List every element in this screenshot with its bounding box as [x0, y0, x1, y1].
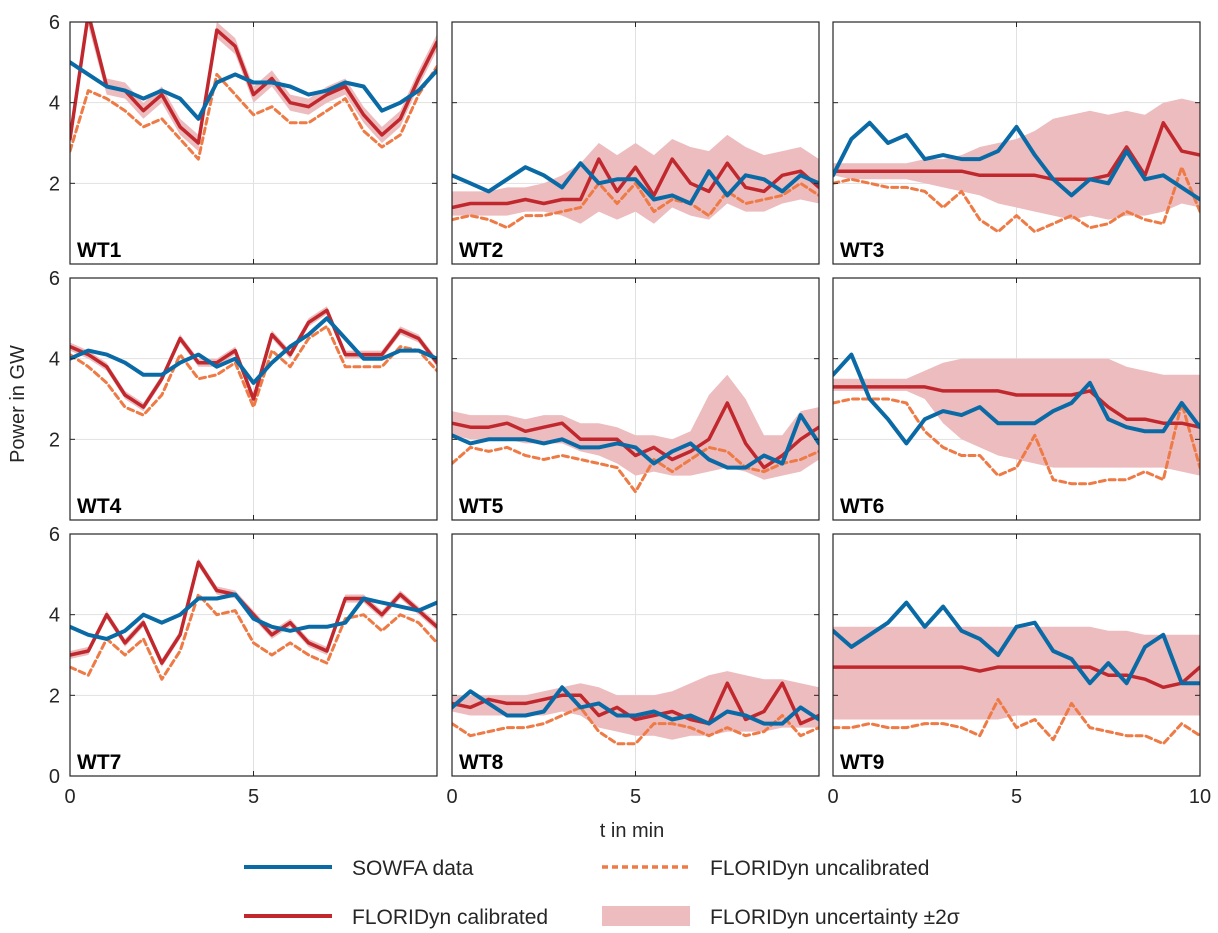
panel-label: WT3	[840, 239, 884, 262]
plot-area	[833, 600, 1200, 746]
panel-wt4: 2 4 6 WT4	[49, 268, 438, 521]
legend-label-band: FLORIDyn uncertainty ±2σ	[710, 906, 960, 929]
x-tick-label: 0	[446, 786, 457, 808]
plot-area	[833, 98, 1200, 234]
panel-wt7: 0 2 4 6 0 5 WT7	[49, 524, 438, 808]
y-tick-label: 0	[49, 766, 60, 788]
y-tick-label: 2	[49, 685, 60, 707]
panel-wt2: WT2	[451, 21, 820, 265]
uncalibrated-line	[70, 64, 437, 161]
panel-label: WT9	[840, 751, 884, 774]
calibrated-line	[70, 22, 437, 145]
plot-area	[452, 374, 819, 494]
y-tick-label: 6	[49, 12, 60, 34]
panel-wt6: WT6	[832, 277, 1201, 521]
uncalibrated-line	[452, 445, 819, 494]
plot-area	[452, 134, 819, 230]
y-tick-label: 2	[49, 173, 60, 195]
sowfa-line	[70, 316, 437, 385]
uncertainty-band	[833, 98, 1200, 220]
panel-wt8: 0 5 WT8	[446, 533, 820, 808]
sowfa-line	[833, 600, 1200, 686]
panel-label: WT5	[459, 495, 504, 518]
x-axis-title: t in min	[600, 820, 664, 842]
plot-area	[70, 558, 437, 681]
y-tick-label: 4	[49, 93, 60, 115]
uncertainty-band	[452, 374, 819, 480]
legend-label-sowfa: SOWFA data	[352, 857, 474, 880]
panel-wt9: 0 5 10 WT9	[827, 533, 1211, 808]
uncalibrated-line	[70, 593, 437, 681]
panel-wt3: WT3	[832, 21, 1201, 265]
legend: SOWFA data FLORIDyn uncalibrated FLORIDy…	[244, 857, 960, 929]
calibrated-line	[833, 665, 1200, 690]
panel-wt1: 2 4 6 WT1	[49, 12, 438, 265]
uncalibrated-line	[833, 697, 1200, 746]
sowfa-line	[70, 60, 437, 121]
plot-area	[833, 352, 1200, 486]
sowfa-line	[452, 685, 819, 726]
uncertainty-band	[70, 22, 437, 152]
x-tick-label: 10	[1189, 786, 1211, 808]
panel-label: WT1	[77, 239, 122, 262]
y-tick-label: 2	[49, 429, 60, 451]
x-tick-label: 5	[1011, 786, 1022, 808]
uncertainty-band	[452, 671, 819, 740]
uncalibrated-line	[452, 705, 819, 746]
calibrated-line	[70, 308, 437, 409]
sowfa-line	[833, 120, 1200, 202]
panel-wt5: WT5	[451, 277, 820, 521]
x-tick-label: 0	[64, 786, 75, 808]
y-tick-label: 6	[49, 524, 60, 546]
panel-label: WT2	[459, 239, 503, 262]
sowfa-line	[452, 161, 819, 206]
uncalibrated-line	[70, 324, 437, 417]
calibrated-line	[70, 560, 437, 665]
panel-label: WT8	[459, 751, 504, 774]
calibrated-line	[452, 157, 819, 210]
y-tick-label: 4	[49, 349, 60, 371]
panel-label: WT7	[77, 751, 121, 774]
plot-area	[70, 306, 437, 417]
calibrated-line	[452, 681, 819, 726]
calibrated-line	[833, 121, 1200, 182]
uncalibrated-line	[833, 397, 1200, 486]
y-tick-label: 6	[49, 268, 60, 290]
x-tick-label: 5	[630, 786, 641, 808]
y-axis-title: Power in GW	[7, 345, 29, 463]
x-tick-label: 5	[248, 786, 259, 808]
calibrated-line	[833, 385, 1200, 429]
sowfa-line	[452, 413, 819, 470]
legend-label-calibrated: FLORIDyn calibrated	[352, 906, 548, 929]
sowfa-line	[833, 352, 1200, 446]
plot-area	[452, 671, 819, 746]
panel-label: WT4	[77, 495, 122, 518]
legend-swatch-band	[602, 906, 690, 926]
sowfa-line	[70, 592, 437, 641]
legend-label-uncalibrated: FLORIDyn uncalibrated	[710, 857, 929, 880]
uncertainty-band	[833, 626, 1200, 720]
x-tick-label: 0	[827, 786, 838, 808]
y-tick-label: 4	[49, 605, 60, 627]
uncalibrated-line	[452, 181, 819, 230]
plot-area	[70, 22, 437, 161]
panel-label: WT6	[840, 495, 884, 518]
uncalibrated-line	[833, 165, 1200, 234]
